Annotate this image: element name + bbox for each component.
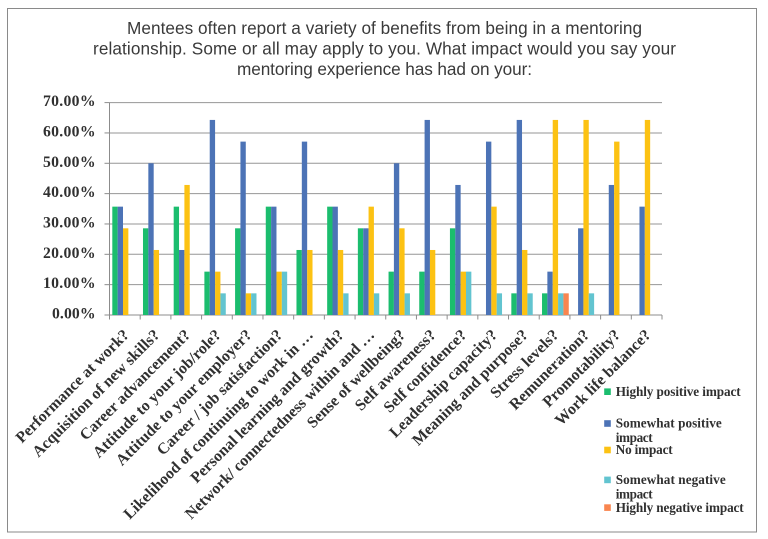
svg-text:0.00%: 0.00%: [52, 306, 96, 323]
svg-text:50.00%: 50.00%: [43, 154, 96, 171]
svg-text:Mentees often report a variety: Mentees often report a variety of benefi…: [127, 18, 642, 38]
svg-text:60.00%: 60.00%: [43, 123, 96, 140]
svg-text:10.00%: 10.00%: [43, 275, 96, 292]
svg-text:mentoring experience has had o: mentoring experience has had on your:: [237, 59, 532, 79]
svg-text:20.00%: 20.00%: [43, 245, 96, 262]
svg-text:No impact: No impact: [616, 442, 674, 457]
svg-text:40.00%: 40.00%: [43, 184, 96, 201]
svg-text:impact: impact: [616, 430, 654, 445]
svg-text:relationship. Some or all may: relationship. Some or all may apply to y…: [93, 39, 676, 59]
svg-text:70.00%: 70.00%: [43, 93, 96, 110]
svg-text:Highly negative impact: Highly negative impact: [616, 500, 745, 515]
svg-text:Highly positive impact: Highly positive impact: [616, 384, 742, 399]
svg-text:Somewhat positive: Somewhat positive: [616, 416, 722, 431]
svg-text:30.00%: 30.00%: [43, 214, 96, 231]
svg-text:impact: impact: [616, 487, 654, 502]
svg-text:Somewhat negative: Somewhat negative: [616, 472, 726, 487]
